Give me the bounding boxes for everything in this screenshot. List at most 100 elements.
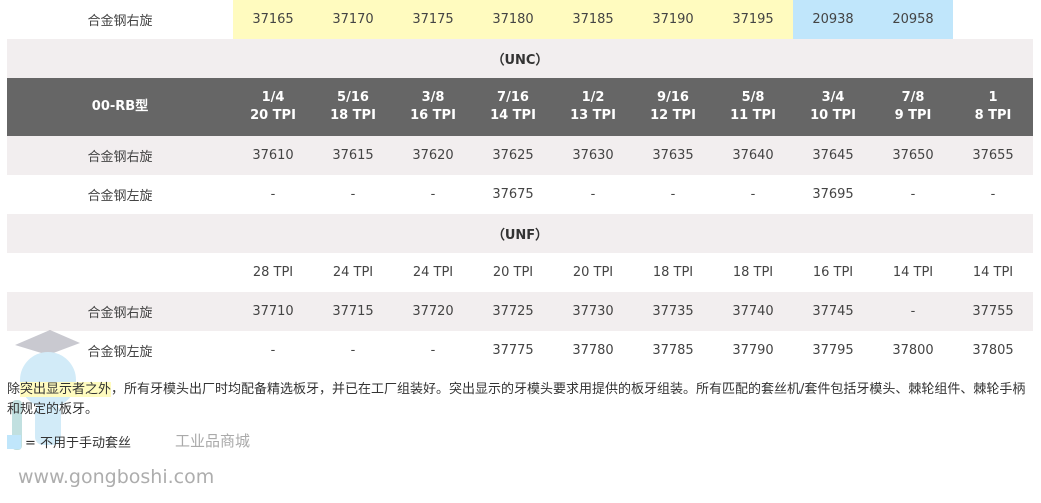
- legend: = 不用于手动套丝: [7, 432, 131, 451]
- table-cell: 37195: [713, 0, 793, 39]
- tpi: 16 TPI: [410, 108, 456, 123]
- table-cell: 37745: [793, 292, 873, 331]
- table-cell: 37180: [473, 0, 553, 39]
- column-header: 3/4 10 TPI: [793, 78, 873, 136]
- note-rest: ，所有牙模头出厂时均配备精选板牙，并已在工厂组装好。突出显示的牙模头要求用提供的…: [7, 382, 1026, 417]
- table-cell: 37805: [972, 343, 1014, 358]
- table-cell: 37165: [233, 0, 313, 39]
- table-row: 合金钢右旋 37710 37715 37720 37725 37730 37735 37740…: [7, 292, 1033, 331]
- table-cell: 37675: [492, 187, 534, 202]
- legend-swatch: [7, 434, 21, 449]
- table-cell: 37170: [313, 0, 393, 39]
- tpi-cell: 18 TPI: [652, 265, 694, 280]
- tpi: 14 TPI: [490, 108, 536, 123]
- tpi-cell: 14 TPI: [892, 265, 934, 280]
- table-cell: -: [270, 187, 276, 202]
- column-header: 3/8 16 TPI: [393, 78, 473, 136]
- column-header: 5/8 11 TPI: [713, 78, 793, 136]
- row-label: [7, 253, 233, 292]
- table-cell: -: [670, 187, 676, 202]
- size: 5/8: [741, 90, 765, 105]
- table-cell: 37780: [572, 343, 614, 358]
- column-header: 1/4 20 TPI: [233, 78, 313, 136]
- table-cell: 37620: [393, 136, 473, 175]
- table-row: 合金钢左旋 - - - 37675 - - - 37695 - -: [7, 175, 1033, 214]
- table-cell: 37190: [633, 0, 713, 39]
- table-cell: 37735: [633, 292, 713, 331]
- size: 7/8: [901, 90, 925, 105]
- tpi: 11 TPI: [730, 108, 776, 123]
- table-cell: 37185: [553, 0, 633, 39]
- table-cell: 20958: [873, 0, 953, 39]
- column-header: 9/16 12 TPI: [633, 78, 713, 136]
- table-cell: 37175: [393, 0, 473, 39]
- watermark-url: www.gongboshi.com: [18, 466, 215, 488]
- size: 1/2: [581, 90, 605, 105]
- column-header: 7/8 9 TPI: [873, 78, 953, 136]
- table-cell: -: [350, 343, 356, 358]
- table-row: 合金钢右旋 37610 37615 37620 37625 37630 37635 37640…: [7, 136, 1033, 175]
- tpi-cell: 20 TPI: [492, 265, 534, 280]
- table-cell: 37795: [812, 343, 854, 358]
- table-cell: 37740: [713, 292, 793, 331]
- section-title: （UNC）: [7, 39, 1033, 78]
- size: 1: [988, 90, 998, 105]
- table-cell: -: [750, 187, 756, 202]
- table-cell: 37785: [652, 343, 694, 358]
- tpi-cell: 24 TPI: [412, 265, 454, 280]
- column-header-row: 00-RB型 1/4 20 TPI 5/16 1 8 TPI 3/8 16 TPI 7/16 14…: [7, 78, 1033, 136]
- tpi-cell: 24 TPI: [332, 265, 374, 280]
- tpi-cell: 18 TPI: [732, 265, 774, 280]
- table-cell: -: [910, 187, 916, 202]
- row-label: 合金钢右旋: [7, 136, 233, 175]
- table-cell: 37655: [953, 136, 1033, 175]
- table-cell: 37790: [732, 343, 774, 358]
- table-cell: 37645: [793, 136, 873, 175]
- table-row: 合金钢左旋 - - - 37775 37780 37785 37790 37795 37800 37…: [7, 331, 1033, 370]
- table-cell: 37640: [713, 136, 793, 175]
- table-cell: 37775: [492, 343, 534, 358]
- table-cell: 37730: [553, 292, 633, 331]
- section-header-unc: （UNC）: [7, 39, 1033, 78]
- row-label: 合金钢右旋: [7, 292, 233, 331]
- tpi: 8 TPI: [974, 108, 1012, 123]
- tpi: 20 TPI: [250, 108, 296, 123]
- table-cell: 37650: [873, 136, 953, 175]
- size: 7/16: [497, 90, 529, 105]
- tpi-cell: 20 TPI: [572, 265, 614, 280]
- table-cell: 37610: [233, 136, 313, 175]
- size: 9/16: [657, 90, 689, 105]
- size: 3/8: [421, 90, 445, 105]
- section-header-unf: （UNF）: [7, 214, 1033, 253]
- table-cell: -: [873, 292, 953, 331]
- column-header: 1 8 TPI: [953, 78, 1033, 136]
- note-pre: 除: [7, 382, 21, 397]
- legend-text: = 不用于手动套丝: [25, 436, 132, 451]
- section-title: （UNF）: [7, 214, 1033, 253]
- table-cell: 37630: [553, 136, 633, 175]
- tpi-cell: 16 TPI: [812, 265, 854, 280]
- table-cell: [953, 0, 1033, 39]
- table-cell: 37710: [233, 292, 313, 331]
- table-row: 合金钢右旋 37165 37170 37175 37180 37185 37190 37195…: [7, 0, 1033, 39]
- tpi-cell: 14 TPI: [972, 265, 1014, 280]
- table-cell: -: [430, 343, 436, 358]
- table-cell: 37635: [633, 136, 713, 175]
- size: 5/16: [337, 90, 369, 105]
- table-cell: 37625: [473, 136, 553, 175]
- tpi: 9 TPI: [894, 108, 932, 123]
- footnote: 除突出显示者之外，所有牙模头出厂时均配备精选板牙，并已在工厂组装好。突出显示的牙…: [7, 380, 1033, 420]
- size: 3/4: [821, 90, 845, 105]
- tpi-cell: 28 TPI: [252, 265, 294, 280]
- table-cell: 37720: [393, 292, 473, 331]
- column-header: 7/16 14 TPI: [473, 78, 553, 136]
- tpi: 10 TPI: [810, 108, 856, 123]
- table-cell: 37695: [812, 187, 854, 202]
- table-cell: -: [590, 187, 596, 202]
- table-cell: -: [350, 187, 356, 202]
- tpi-row: 28 TPI 24 TPI 24 TPI 20 TPI 20 TPI 18 TPI 18 T…: [7, 253, 1033, 292]
- note-highlight: 突出显示者之外: [20, 382, 112, 397]
- table-cell: 37715: [313, 292, 393, 331]
- table-cell: -: [430, 187, 436, 202]
- model-header: 00-RB型: [7, 78, 233, 136]
